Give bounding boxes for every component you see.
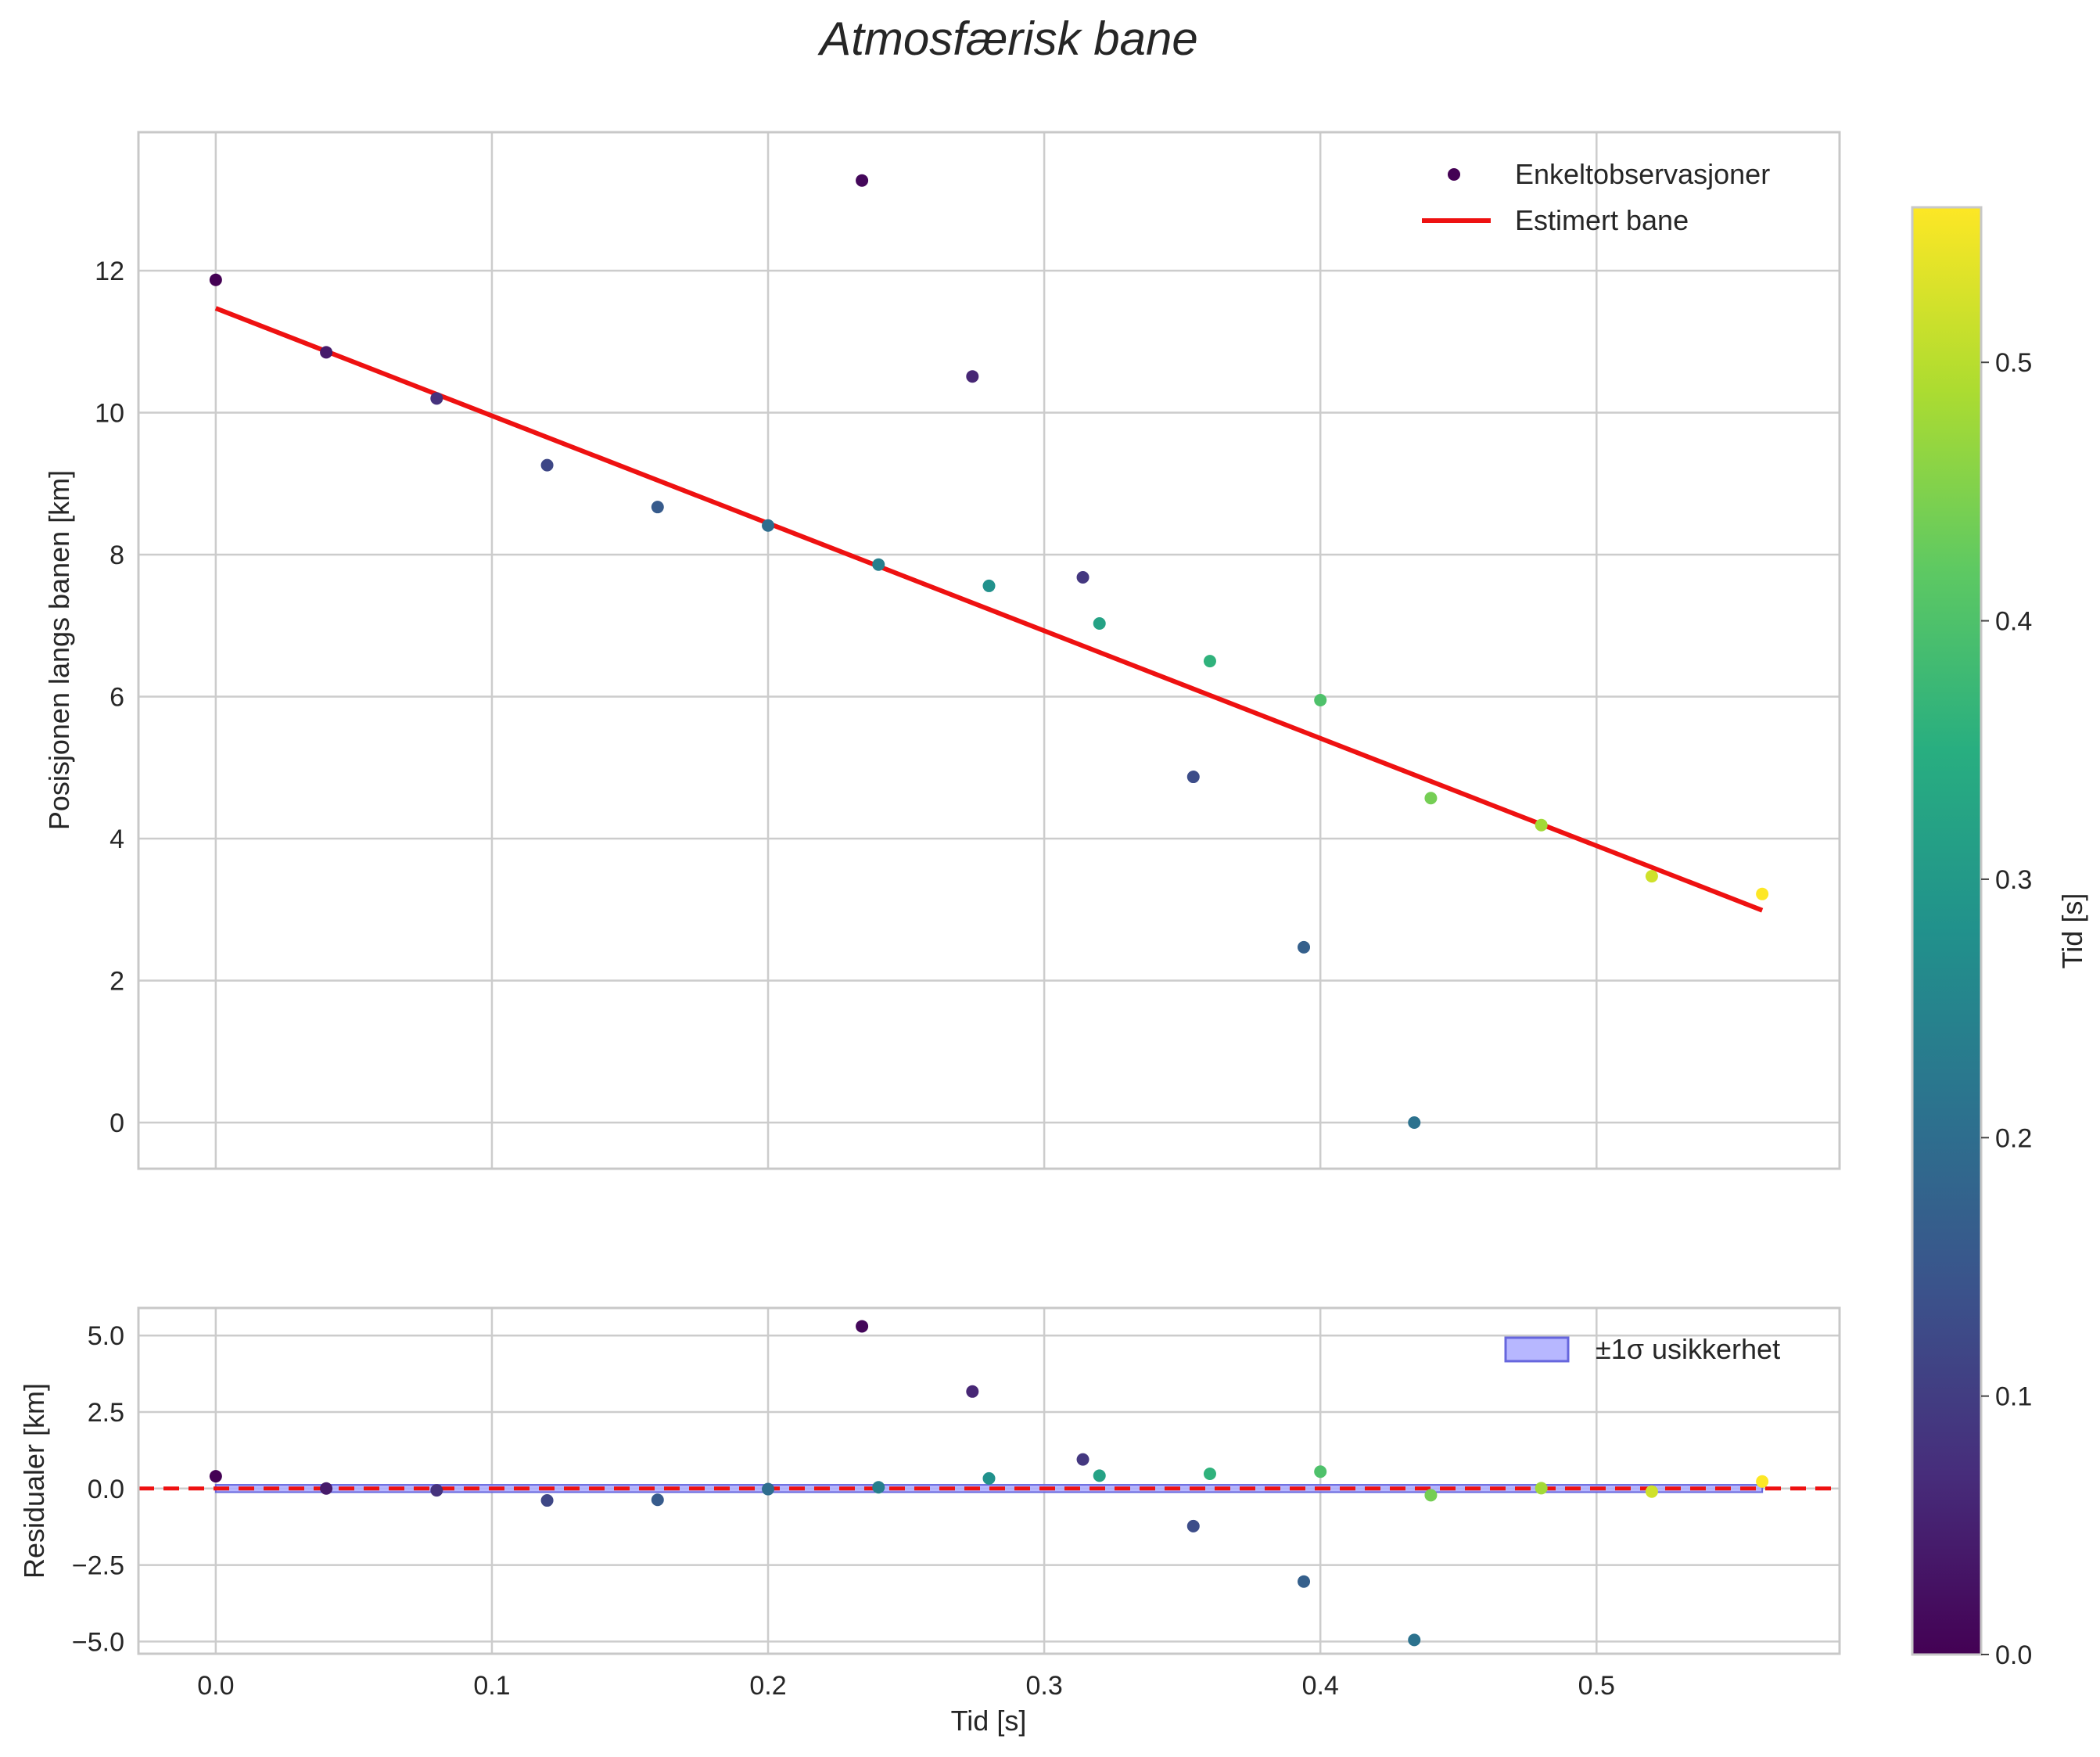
x-tick-label: 0.5 bbox=[1578, 1671, 1615, 1701]
legend-band-swatch bbox=[1504, 1336, 1570, 1363]
top-y-tick-label: 10 bbox=[95, 398, 124, 428]
x-tick-label: 0.0 bbox=[197, 1671, 234, 1701]
x-tick-label: 0.4 bbox=[1302, 1671, 1339, 1701]
residual-point bbox=[1535, 1482, 1548, 1495]
observation-point bbox=[1424, 792, 1438, 805]
observation-point bbox=[540, 458, 554, 472]
residual-point bbox=[540, 1494, 554, 1507]
x-tick-label: 0.2 bbox=[749, 1671, 786, 1701]
residual-point bbox=[1756, 1475, 1769, 1488]
residual-point bbox=[982, 1471, 996, 1485]
colorbar-gradient bbox=[1911, 206, 1983, 1656]
residual-point bbox=[430, 1484, 443, 1497]
fit-line bbox=[214, 306, 1764, 913]
top-y-axis-label: Posisjonen langs banen [km] bbox=[43, 470, 75, 830]
chart-title: Atmosfærisk bane bbox=[817, 13, 1198, 65]
observation-point bbox=[1314, 694, 1327, 707]
residual-point bbox=[1076, 1453, 1089, 1466]
top-legend: Enkeltobservasjoner Estimert bane bbox=[1422, 158, 1770, 236]
residual-point bbox=[872, 1481, 885, 1494]
top-y-ticks: 0 2 4 6 8 10 12 bbox=[95, 257, 124, 1138]
colorbar-tick-label: 0.5 bbox=[1995, 348, 2032, 378]
observation-point bbox=[982, 579, 996, 592]
bottom-y-tick-label: 2.5 bbox=[88, 1398, 124, 1428]
observation-point bbox=[1645, 870, 1658, 883]
bottom-y-tick-label: 0.0 bbox=[88, 1475, 124, 1504]
observation-point bbox=[1756, 887, 1769, 900]
colorbar: 0.0 0.1 0.2 0.3 0.4 0.5 Tid [s] bbox=[1911, 206, 2088, 1670]
observation-point bbox=[320, 346, 333, 359]
observation-point bbox=[430, 392, 443, 405]
bottom-x-ticks: 0.0 0.1 0.2 0.3 0.4 0.5 bbox=[197, 1671, 1615, 1701]
colorbar-tick-label: 0.2 bbox=[1995, 1123, 2032, 1153]
x-axis-label: Tid [s] bbox=[951, 1705, 1027, 1737]
top-grid bbox=[138, 132, 1840, 1169]
observation-point bbox=[651, 501, 664, 514]
residual-point bbox=[1298, 1575, 1311, 1588]
top-y-tick-label: 2 bbox=[109, 967, 124, 997]
observation-point bbox=[1298, 940, 1311, 954]
top-fit-line-layer bbox=[214, 306, 1764, 913]
residual-point bbox=[209, 1470, 222, 1483]
bottom-y-tick-label: −2.5 bbox=[72, 1551, 124, 1581]
observation-point bbox=[966, 370, 979, 383]
colorbar-ticks: 0.0 0.1 0.2 0.3 0.4 0.5 bbox=[1981, 348, 2032, 1670]
top-y-tick-label: 0 bbox=[109, 1108, 124, 1138]
residual-point bbox=[966, 1385, 979, 1398]
colorbar-label: Tid [s] bbox=[2056, 893, 2088, 969]
residual-point bbox=[762, 1482, 775, 1496]
x-tick-label: 0.1 bbox=[473, 1671, 510, 1701]
bottom-y-ticks: −5.0 −2.5 0.0 2.5 5.0 bbox=[72, 1321, 124, 1657]
colorbar-tick-label: 0.1 bbox=[1995, 1382, 2032, 1412]
bottom-y-tick-label: −5.0 bbox=[72, 1627, 124, 1657]
bottom-plot-frame bbox=[137, 1306, 1841, 1655]
residual-point bbox=[1203, 1468, 1216, 1481]
observation-point bbox=[1203, 655, 1216, 668]
bottom-legend: ±1σ usikkerhet bbox=[1504, 1333, 1780, 1365]
residual-point bbox=[320, 1482, 333, 1495]
legend-band-label: ±1σ usikkerhet bbox=[1596, 1333, 1780, 1365]
observation-point bbox=[1186, 771, 1200, 784]
observation-point bbox=[1076, 571, 1089, 584]
observation-point bbox=[856, 174, 869, 187]
residual-point bbox=[651, 1493, 664, 1507]
legend-scatter-marker bbox=[1448, 168, 1460, 181]
top-y-tick-label: 4 bbox=[109, 825, 124, 854]
residual-point bbox=[1408, 1633, 1421, 1647]
legend-scatter-label: Enkeltobservasjoner bbox=[1515, 158, 1770, 190]
observation-point bbox=[1408, 1116, 1421, 1130]
top-scatter-points bbox=[209, 174, 1769, 1130]
top-y-tick-label: 12 bbox=[95, 257, 124, 286]
residual-point bbox=[1186, 1519, 1200, 1532]
top-plot-frame bbox=[137, 131, 1841, 1170]
bottom-y-axis-label: Residualer [km] bbox=[18, 1383, 50, 1579]
colorbar-tick-label: 0.0 bbox=[1995, 1640, 2032, 1670]
residual-point bbox=[1093, 1469, 1106, 1482]
bottom-panel: −5.0 −2.5 0.0 2.5 5.0 0.0 0.1 0.2 0.3 0.4 0.5 Res… bbox=[18, 1306, 1841, 1737]
colorbar-tick-label: 0.4 bbox=[1995, 607, 2032, 637]
top-panel: 0 2 4 6 8 10 12 Posisjonen langs banen [km] En… bbox=[43, 131, 1841, 1170]
residual-point bbox=[1424, 1489, 1438, 1502]
colorbar-tick-label: 0.3 bbox=[1995, 865, 2032, 895]
x-tick-label: 0.3 bbox=[1025, 1671, 1062, 1701]
residual-point bbox=[856, 1320, 869, 1333]
bottom-y-tick-label: 5.0 bbox=[88, 1321, 124, 1351]
residual-point bbox=[1645, 1485, 1658, 1498]
residual-points bbox=[209, 1320, 1769, 1647]
residual-point bbox=[1314, 1465, 1327, 1479]
observation-point bbox=[1535, 818, 1548, 832]
observation-point bbox=[209, 273, 222, 286]
top-y-tick-label: 6 bbox=[109, 682, 124, 712]
observation-point bbox=[762, 519, 775, 532]
observation-point bbox=[872, 558, 885, 571]
legend-line-label: Estimert bane bbox=[1515, 204, 1689, 236]
observation-point bbox=[1093, 617, 1106, 631]
top-y-tick-label: 8 bbox=[109, 541, 124, 570]
